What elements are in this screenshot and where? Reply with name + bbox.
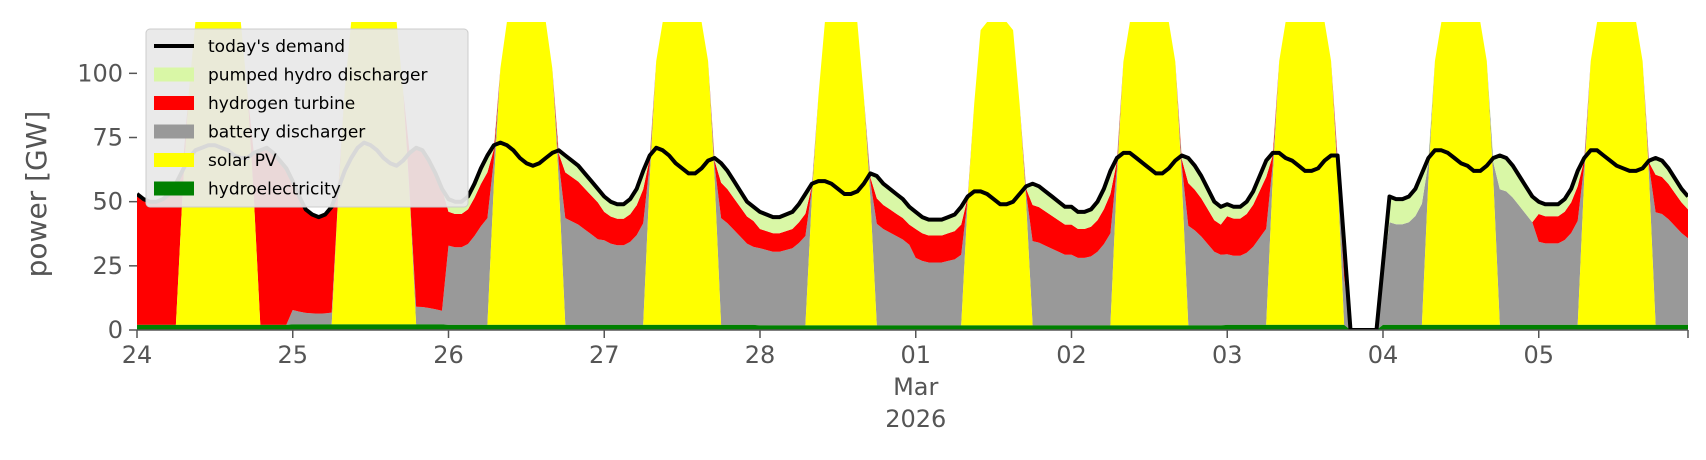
- legend-label: today's demand: [208, 37, 345, 57]
- x-tick-label: 03: [1212, 341, 1243, 369]
- x-tick-label: 05: [1523, 341, 1554, 369]
- legend-swatch: [154, 153, 194, 167]
- y-tick-label: 50: [92, 188, 123, 216]
- x-tick-label: 04: [1368, 341, 1399, 369]
- legend-swatch: [154, 181, 194, 196]
- legend-label: battery discharger: [208, 123, 365, 143]
- y-tick-label: 75: [92, 124, 123, 152]
- y-tick-label: 0: [108, 316, 123, 344]
- area-battery-discharger: [137, 22, 1688, 330]
- legend-label: hydroelectricity: [208, 180, 341, 200]
- y-tick-label: 100: [77, 59, 123, 87]
- area-hydroelectricity: [137, 324, 1688, 330]
- x-tick-label: 27: [589, 341, 620, 369]
- area-hydrogen-turbine: [137, 22, 1688, 330]
- x-tick-label: Mar: [893, 373, 938, 401]
- x-tick-label: 28: [745, 341, 776, 369]
- stacked-areas: [137, 22, 1688, 330]
- x-tick-label: 02: [1056, 341, 1087, 369]
- y-tick-label: 25: [92, 252, 123, 280]
- legend-label: pumped hydro discharger: [208, 66, 427, 86]
- legend-box: [145, 28, 469, 208]
- x-tick-label: 24: [122, 341, 153, 369]
- area-solar-pv: [137, 22, 1688, 330]
- x-tick-label: 26: [433, 341, 464, 369]
- legend: today's demand pumped hydro discharger hyd…: [145, 28, 469, 208]
- legend-swatch: [154, 124, 194, 139]
- axes: 0 25 50 75 100 power [GW] 24 25 26 27 28 01 Mar 2026 0…: [20, 59, 1689, 433]
- legend-swatch: [154, 67, 194, 82]
- legend-label: hydrogen turbine: [208, 94, 355, 114]
- x-tick-label: 01: [900, 341, 931, 369]
- y-axis-label: power [GW]: [20, 111, 53, 278]
- x-tick-label: 2026: [885, 405, 946, 433]
- legend-swatch: [154, 96, 194, 110]
- legend-label: solar PV: [208, 151, 277, 171]
- x-tick-label: 25: [277, 341, 308, 369]
